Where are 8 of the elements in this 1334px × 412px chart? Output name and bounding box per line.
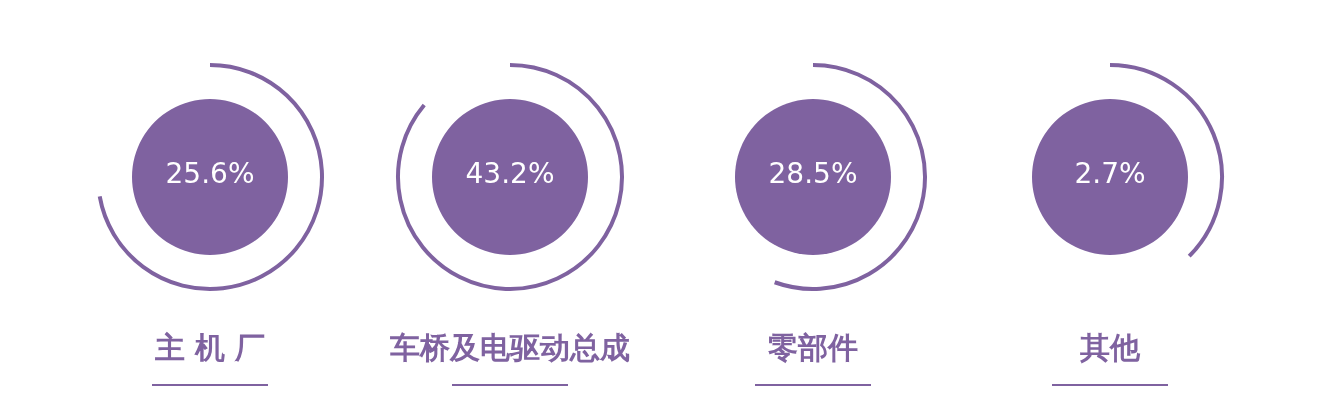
category-label: 其他 — [1079, 329, 1141, 365]
data-label: 2.7% — [1074, 156, 1146, 190]
data-label: 28.5% — [768, 156, 858, 190]
category-label: 零部件 — [768, 329, 858, 365]
category-label: 主 机 厂 — [153, 329, 266, 365]
data-label: 25.6% — [165, 156, 255, 190]
category-label: 车桥及电驱动总成 — [389, 329, 630, 365]
data-label: 43.2% — [465, 156, 555, 190]
